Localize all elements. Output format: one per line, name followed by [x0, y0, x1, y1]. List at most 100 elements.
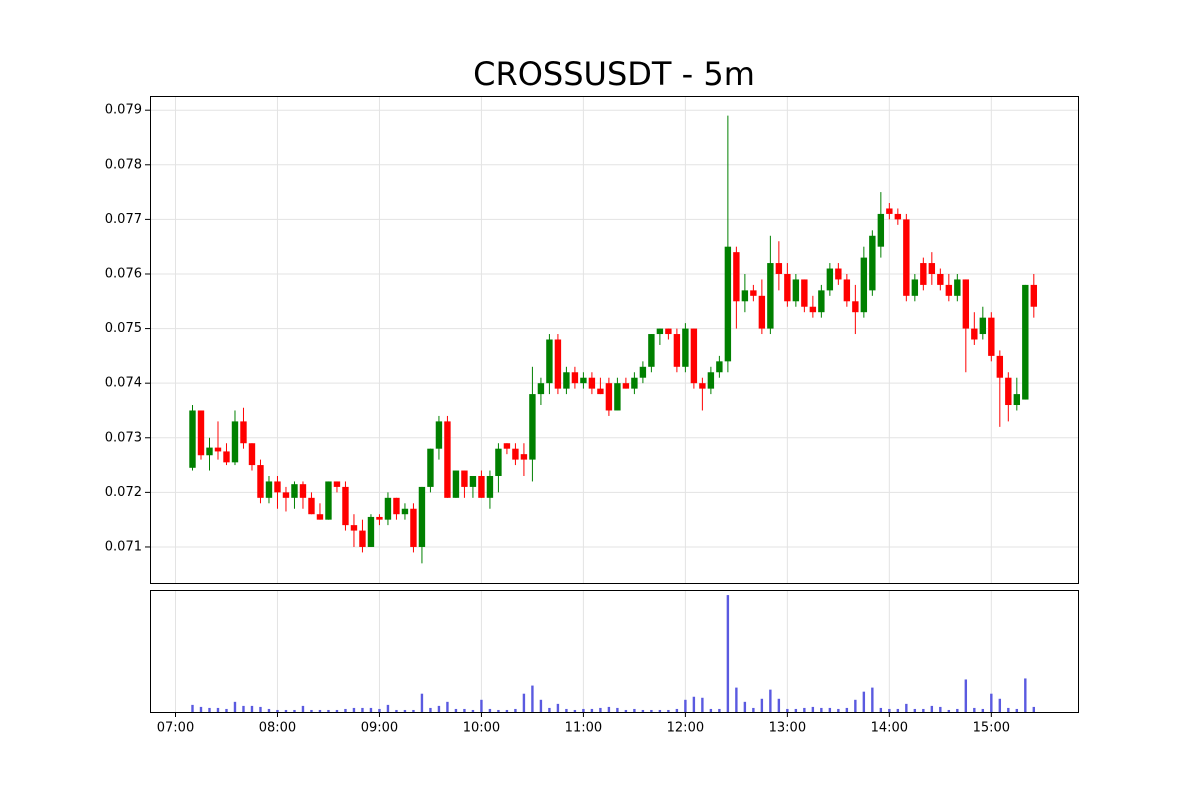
- volume-bar: [582, 708, 585, 712]
- candle-body: [784, 273, 791, 302]
- candle-body: [291, 484, 298, 498]
- volume-bar: [318, 709, 322, 712]
- volume-bar: [777, 698, 781, 712]
- volume-bar: [658, 709, 662, 712]
- volume-bar: [293, 709, 296, 712]
- candle-body: [384, 497, 392, 520]
- candle-body: [809, 306, 817, 313]
- volume-bar: [803, 707, 806, 712]
- candle-body: [248, 443, 256, 466]
- candle-body: [206, 447, 213, 456]
- candle-body: [350, 525, 358, 531]
- candle-body: [401, 508, 409, 515]
- candle-body: [665, 328, 672, 335]
- volume-bar: [828, 707, 832, 712]
- candle-body: [775, 263, 783, 274]
- candle-body: [716, 361, 723, 373]
- candle-body: [835, 268, 842, 280]
- candle-body: [818, 290, 825, 313]
- y-tick-label: 0.078: [105, 157, 142, 172]
- candle-body: [690, 328, 698, 384]
- volume-bar: [250, 705, 254, 712]
- volume-bar: [607, 706, 611, 712]
- volume-bar: [242, 705, 245, 712]
- candle-body: [478, 475, 485, 498]
- volume-bar: [633, 708, 636, 712]
- candle-body: [707, 372, 715, 389]
- candle-body: [928, 263, 936, 274]
- candle-body: [903, 219, 910, 296]
- volume-bar: [786, 708, 789, 712]
- volume-bar: [879, 707, 883, 712]
- volume-bar: [888, 708, 891, 712]
- candle-body: [537, 383, 545, 395]
- volume-bar: [624, 709, 628, 712]
- candle-body: [393, 497, 400, 515]
- volume-bar: [896, 708, 900, 712]
- volume-bar: [259, 706, 262, 712]
- x-tick-label: 14:00: [871, 721, 908, 736]
- candle-body: [1013, 394, 1021, 406]
- volume-bar: [344, 708, 347, 712]
- volume-bar: [675, 708, 679, 712]
- chart-title: CROSSUSDT - 5m: [473, 55, 755, 93]
- candle-body: [843, 279, 851, 302]
- volume-bar: [208, 707, 211, 712]
- candle-body: [622, 383, 630, 389]
- candle-body: [359, 530, 366, 547]
- candle-body: [257, 465, 264, 498]
- volume-bar: [199, 706, 203, 712]
- candle-body: [563, 372, 570, 389]
- volume-bar: [599, 707, 602, 712]
- x-tick-label: 15:00: [973, 721, 1010, 736]
- volume-bar: [811, 706, 815, 712]
- candle-body: [886, 208, 893, 214]
- volume-bar: [854, 699, 857, 712]
- volume-bar: [990, 693, 993, 712]
- candle-body: [1005, 377, 1012, 406]
- marks: [189, 115, 1038, 712]
- volume-bar: [284, 709, 288, 712]
- candle-body: [750, 290, 757, 296]
- volume-bar: [820, 707, 823, 712]
- candle-body: [741, 290, 749, 302]
- volume-bar: [718, 708, 721, 712]
- x-tick-label: 13:00: [769, 721, 806, 736]
- volume-bar: [488, 708, 492, 712]
- volume-frame: [150, 590, 1079, 713]
- candle-body: [937, 273, 944, 285]
- candle-body: [469, 475, 477, 487]
- volume-bar: [267, 708, 271, 712]
- volume-bar: [335, 709, 339, 712]
- x-tick-label: 11:00: [565, 721, 602, 736]
- volume-bar: [913, 708, 917, 712]
- volume-bar: [922, 708, 925, 712]
- volume-bar: [216, 707, 220, 712]
- candle-body: [444, 421, 451, 498]
- candle-body: [1022, 284, 1029, 400]
- candle-body: [520, 454, 528, 460]
- candle-body: [954, 279, 961, 296]
- volume-bar: [403, 709, 407, 712]
- volume-bar: [548, 707, 551, 712]
- candle-body: [639, 366, 647, 378]
- volume-bar: [905, 703, 908, 712]
- candle-body: [801, 279, 808, 307]
- candle-body: [427, 448, 434, 487]
- volume-bar: [684, 699, 687, 712]
- volume-bar: [233, 701, 237, 712]
- volume-bar: [395, 709, 398, 712]
- x-tick-label: 10:00: [463, 721, 500, 736]
- volume-bar: [692, 696, 696, 712]
- volume-bar: [837, 708, 840, 712]
- candle-body: [733, 252, 740, 302]
- candle-body: [580, 377, 587, 384]
- candle-body: [988, 317, 995, 356]
- candle-body: [435, 421, 443, 449]
- candle-body: [418, 486, 426, 547]
- price-frame: [150, 96, 1079, 584]
- volume-bar: [565, 708, 568, 712]
- volume-bar: [531, 685, 534, 712]
